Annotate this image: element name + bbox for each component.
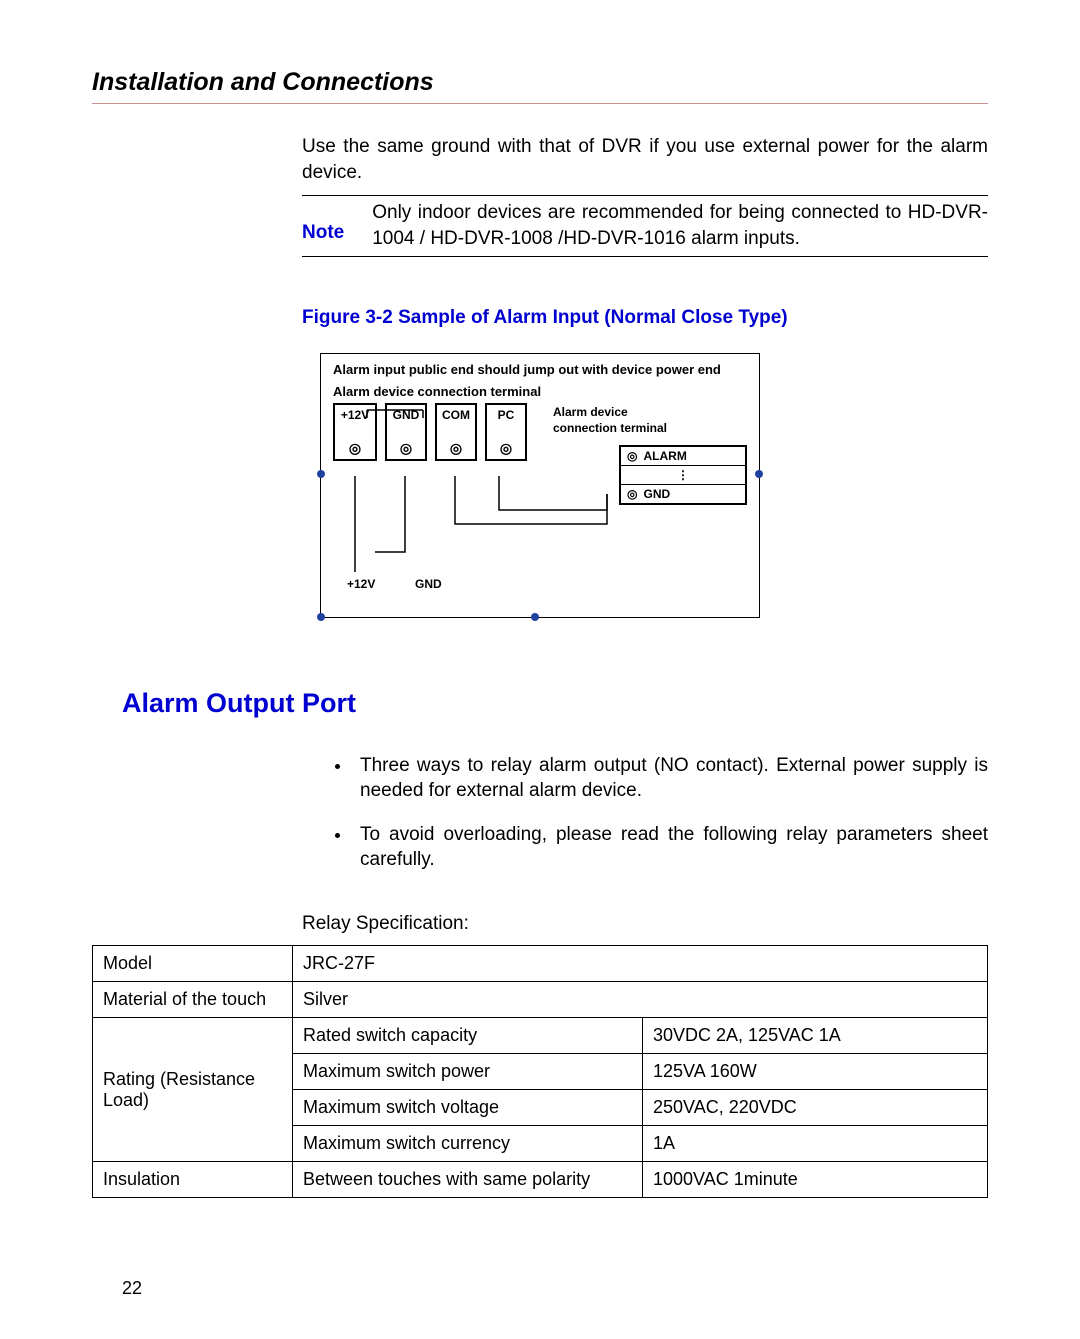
terminal-pc: PC bbox=[485, 403, 527, 461]
alarm-terminal-block: ◎ALARM ⋮ ◎GND bbox=[619, 445, 747, 505]
page-number: 22 bbox=[122, 1278, 988, 1299]
decorative-dot bbox=[317, 613, 325, 621]
decorative-dot bbox=[531, 613, 539, 621]
decorative-dot bbox=[755, 470, 763, 478]
table-row: Material of the touch Silver bbox=[93, 982, 988, 1018]
intro-paragraph: Use the same ground with that of DVR if … bbox=[302, 134, 988, 185]
diagram-bottom-labels: +12V GND bbox=[333, 577, 747, 601]
bullet-item: To avoid overloading, please read the fo… bbox=[352, 822, 988, 873]
decorative-dot bbox=[317, 470, 325, 478]
figure-caption: Figure 3-2 Sample of Alarm Input (Normal… bbox=[302, 307, 988, 329]
note-text: Only indoor devices are recommended for … bbox=[372, 200, 988, 251]
table-row: Insulation Between touches with same pol… bbox=[93, 1162, 988, 1198]
diagram: Alarm input public end should jump out w… bbox=[320, 353, 760, 618]
terminal-com: COM bbox=[435, 403, 477, 461]
table-row: Rating (Resistance Load) Rated switch ca… bbox=[93, 1018, 988, 1054]
diagram-text-1: Alarm input public end should jump out w… bbox=[333, 362, 747, 379]
diagram-text-2: Alarm device connection terminal bbox=[333, 384, 747, 401]
relay-spec-label: Relay Specification: bbox=[302, 913, 988, 935]
bullet-list: Three ways to relay alarm output (NO con… bbox=[352, 753, 988, 874]
bullet-item: Three ways to relay alarm output (NO con… bbox=[352, 753, 988, 804]
section-heading: Alarm Output Port bbox=[122, 688, 988, 719]
terminal-gnd: GND bbox=[385, 403, 427, 461]
relay-spec-table: Model JRC-27F Material of the touch Silv… bbox=[92, 945, 988, 1198]
note-block: Note Only indoor devices are recommended… bbox=[302, 195, 988, 256]
alarm-device-label: Alarm device connection terminal bbox=[553, 405, 747, 436]
table-row: Model JRC-27F bbox=[93, 946, 988, 982]
page-header: Installation and Connections bbox=[92, 68, 988, 104]
note-label: Note bbox=[302, 200, 344, 251]
terminal-12v: +12V bbox=[333, 403, 377, 461]
